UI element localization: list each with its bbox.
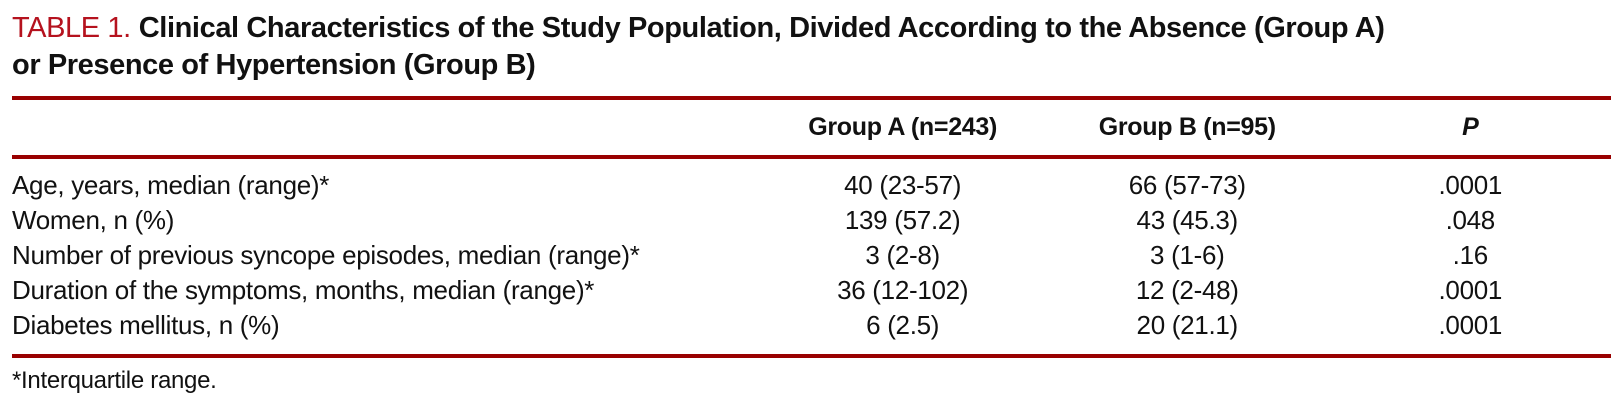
row-label: Women, n (%): [12, 205, 175, 235]
table-row-women: Women, n (%) 139 (57.2) 43 (45.3) .048: [12, 203, 1611, 238]
cell-group-a: 40 (23-57): [844, 170, 962, 200]
clinical-characteristics-table: Group A (n=243) Group B (n=95) P Age, ye…: [12, 96, 1611, 354]
table-row-symptom-duration: Duration of the symptoms, months, median…: [12, 273, 1611, 308]
cell-p-value: .0001: [1438, 275, 1503, 305]
table-row-age: Age, years, median (range)* 40 (23-57) 6…: [12, 157, 1611, 203]
table-number-label: TABLE 1.: [12, 12, 131, 44]
header-group-b: Group B (n=95): [1044, 96, 1330, 159]
cell-p-value: .0001: [1438, 310, 1503, 340]
row-label: Age, years, median (range)*: [12, 170, 330, 200]
row-label: Number of previous syncope episodes, med…: [12, 240, 640, 270]
cell-group-a: 139 (57.2): [844, 205, 961, 235]
header-empty-cell: [12, 96, 761, 159]
cell-group-a: 6 (2.5): [866, 310, 940, 340]
row-label: Diabetes mellitus, n (%): [12, 310, 280, 340]
cell-group-b: 20 (21.1): [1136, 310, 1239, 340]
table-row-syncope-episodes: Number of previous syncope episodes, med…: [12, 238, 1611, 273]
table-bottom-rule: [12, 354, 1611, 358]
cell-p-value: .0001: [1438, 170, 1503, 200]
cell-group-b: 66 (57-73): [1128, 170, 1246, 200]
table-title: TABLE 1. Clinical Characteristics of the …: [12, 10, 1611, 84]
header-row: Group A (n=243) Group B (n=95) P: [12, 96, 1611, 159]
table-footnote: *Interquartile range.: [12, 367, 217, 394]
cell-p-value: .048: [1445, 205, 1496, 235]
row-label: Duration of the symptoms, months, median…: [12, 275, 595, 305]
table-caption-line1: Clinical Characteristics of the Study Po…: [138, 12, 1385, 44]
cell-group-b: 12 (2-48): [1135, 275, 1239, 305]
header-p-value: P: [1329, 96, 1611, 159]
table-caption-line2: or Presence of Hypertension (Group B): [12, 49, 536, 81]
header-group-a: Group A (n=243): [760, 96, 1045, 159]
cell-group-b: 3 (1-6): [1150, 240, 1225, 270]
cell-group-a: 36 (12-102): [837, 275, 969, 305]
cell-group-a: 3 (2-8): [865, 240, 940, 270]
table-row-diabetes: Diabetes mellitus, n (%) 6 (2.5) 20 (21.…: [12, 308, 1611, 354]
cell-group-b: 43 (45.3): [1136, 205, 1239, 235]
cell-p-value: .16: [1452, 240, 1489, 270]
